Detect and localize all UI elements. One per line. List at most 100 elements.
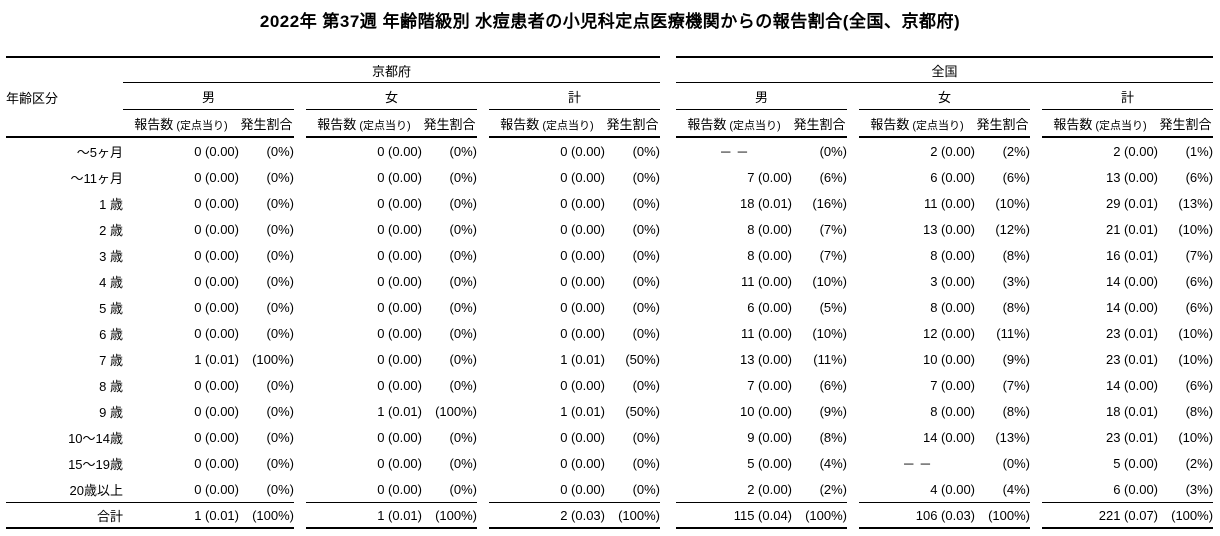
rate-cell: (100%) xyxy=(975,502,1031,529)
column-spacer xyxy=(847,294,859,320)
report-count-cell: 11 (0.00) xyxy=(740,325,793,341)
column-spacer xyxy=(1030,83,1042,110)
column-spacer xyxy=(477,294,489,320)
rate-cell: (13%) xyxy=(1178,195,1214,211)
report-count-cell: 16 (0.01) xyxy=(1105,247,1159,263)
report-count-cell: 0 (0.00) xyxy=(560,325,605,341)
column-spacer xyxy=(294,450,306,476)
table-row: 7 歳 1 (0.01) (100%) 0 (0.00) (0%) 1 (0.01) (50… xyxy=(6,346,1213,372)
rate-cell: (0%) xyxy=(632,273,661,289)
column-spacer xyxy=(477,372,489,398)
region-spacer xyxy=(660,398,676,424)
rate-header: 発生割合 xyxy=(1158,109,1214,138)
report-count-cell: 1 (0.01) xyxy=(560,351,605,367)
region-spacer xyxy=(660,294,676,320)
region-spacer xyxy=(660,137,676,164)
report-count-cell: 0 (0.00) xyxy=(377,221,422,237)
rate-cell: (0%) xyxy=(632,169,661,185)
report-count-cell: 9 (0.00) xyxy=(747,429,793,445)
report-count-label: 報告数 xyxy=(134,116,174,132)
report-count-cell: 0 (0.00) xyxy=(560,169,605,185)
report-count-label: 報告数 xyxy=(870,116,910,132)
age-label: 20歳以上 xyxy=(69,482,123,498)
rate-cell: (0%) xyxy=(449,299,477,315)
report-count-cell: 1 (0.01) xyxy=(377,403,422,419)
column-spacer xyxy=(294,216,306,242)
rate-cell: (5%) xyxy=(819,299,848,315)
report-count-cell: 0 (0.00) xyxy=(194,325,239,341)
report-count-cell: 0 (0.00) xyxy=(560,299,605,315)
rate-cell: (0%) xyxy=(449,195,477,211)
column-spacer xyxy=(847,190,859,216)
report-count-cell: 0 (0.00) xyxy=(194,221,239,237)
age-label: 4 歳 xyxy=(99,274,123,290)
rate-cell: (100%) xyxy=(1158,502,1214,529)
report-count-cell: 8 (0.00) xyxy=(747,247,793,263)
total-row: 合計 1 (0.01) (100%) 1 (0.01) (100%) 2 (0.03) (1… xyxy=(6,502,1214,529)
report-count-cell: 0 (0.00) xyxy=(377,247,422,263)
report-count-cell: 0 (0.00) xyxy=(377,195,422,211)
rate-header: 発生割合 xyxy=(239,109,294,138)
report-count-cell: 0 (0.00) xyxy=(377,429,422,445)
table-row: 1 歳 0 (0.00) (0%) 0 (0.00) (0%) 0 (0.00) (0%) 1… xyxy=(6,190,1213,216)
rate-cell: (6%) xyxy=(819,169,848,185)
rate-cell: (0%) xyxy=(449,481,477,497)
report-count-cell: 0 (0.00) xyxy=(194,481,239,497)
rate-cell: (7%) xyxy=(1002,377,1031,393)
table-row: 10～14歳 0 (0.00) (0%) 0 (0.00) (0%) 0 (0.00) (0… xyxy=(6,424,1213,450)
region-spacer xyxy=(660,503,676,529)
column-spacer xyxy=(847,476,859,503)
rate-cell: (0%) xyxy=(266,221,294,237)
rate-cell: (0%) xyxy=(266,247,294,263)
per-sentinel-note: (定点当り) xyxy=(726,119,781,132)
rate-cell: (0%) xyxy=(449,455,477,471)
rate-cell: (10%) xyxy=(1178,351,1214,367)
column-spacer xyxy=(1030,372,1042,398)
column-spacer xyxy=(1030,320,1042,346)
age-label: 9 歳 xyxy=(99,404,123,420)
rate-cell: (2%) xyxy=(819,481,848,497)
column-spacer xyxy=(847,216,859,242)
region-spacer xyxy=(660,164,676,190)
gender-header-female-national: 女 xyxy=(859,82,1031,110)
report-count-cell: 12 (0.00) xyxy=(922,325,976,341)
rate-cell: (9%) xyxy=(1002,351,1031,367)
rate-cell: (8%) xyxy=(1002,299,1031,315)
column-spacer xyxy=(847,346,859,372)
gender-header-row: 男 女 計 男 女 計 xyxy=(6,82,1214,110)
column-spacer xyxy=(847,83,859,110)
report-count-cell: 1 (0.01) xyxy=(194,351,239,367)
rate-cell: (10%) xyxy=(1178,221,1214,237)
column-spacer xyxy=(1030,450,1042,476)
rate-cell: (0%) xyxy=(632,195,661,211)
region-spacer xyxy=(660,346,676,372)
report-count-cell: 0 (0.00) xyxy=(194,299,239,315)
report-count-cell: 0 (0.00) xyxy=(560,143,605,159)
column-spacer xyxy=(294,83,306,110)
region-spacer xyxy=(660,216,676,242)
report-count-cell: 5 (0.00) xyxy=(747,455,793,471)
column-spacer xyxy=(477,242,489,268)
report-count-cell: 106 (0.03) xyxy=(859,502,976,529)
column-spacer xyxy=(1030,242,1042,268)
rate-cell: (0%) xyxy=(266,299,294,315)
column-spacer xyxy=(1030,268,1042,294)
column-spacer xyxy=(847,320,859,346)
rate-header: 発生割合 xyxy=(792,109,848,138)
report-count-cell: 10 (0.00) xyxy=(739,403,793,419)
report-count-cell: 0 (0.00) xyxy=(194,143,239,159)
rate-cell: (0%) xyxy=(449,247,477,263)
rate-cell: (3%) xyxy=(1002,273,1031,289)
per-sentinel-note: (定点当り) xyxy=(1092,119,1147,132)
rate-cell: (7%) xyxy=(1185,247,1214,263)
rate-cell: (8%) xyxy=(1002,247,1031,263)
report-count-cell: 14 (0.00) xyxy=(1105,377,1159,393)
report-count-cell: 21 (0.01) xyxy=(1105,221,1159,237)
report-count-cell: 0 (0.00) xyxy=(377,169,422,185)
column-spacer xyxy=(477,190,489,216)
rate-cell: (6%) xyxy=(1185,169,1214,185)
column-spacer xyxy=(477,110,489,138)
report-count-cell: 0 (0.00) xyxy=(194,273,239,289)
region-spacer xyxy=(660,372,676,398)
report-count-cell: 11 (0.00) xyxy=(740,273,793,289)
